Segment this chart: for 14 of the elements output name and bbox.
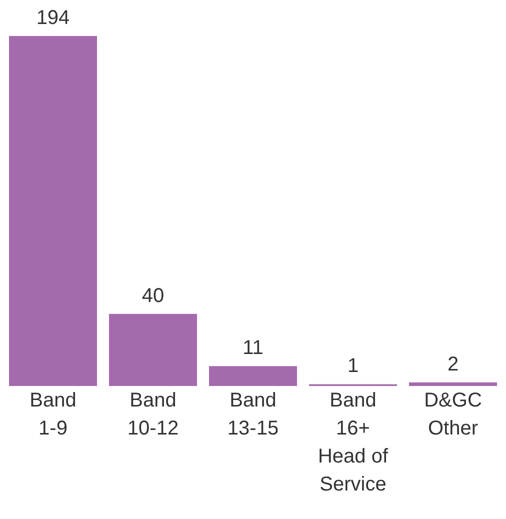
bar (409, 382, 497, 386)
x-tick-label: Band 16+ Head of Service (318, 390, 388, 496)
bar (209, 366, 297, 386)
x-tick-label: Band 1-9 (30, 390, 76, 440)
bar (109, 314, 197, 386)
data-label: 40 (142, 284, 164, 307)
data-label: 1 (347, 355, 359, 378)
x-tick-label: Band 13-15 (227, 390, 279, 440)
data-label: 2 (447, 353, 459, 376)
data-label: 194 (36, 7, 70, 29)
bar (9, 36, 97, 386)
x-tick-label: D&GC Other (424, 390, 482, 440)
data-label: 11 (242, 337, 264, 360)
x-tick-label: Band 10-12 (127, 390, 179, 440)
